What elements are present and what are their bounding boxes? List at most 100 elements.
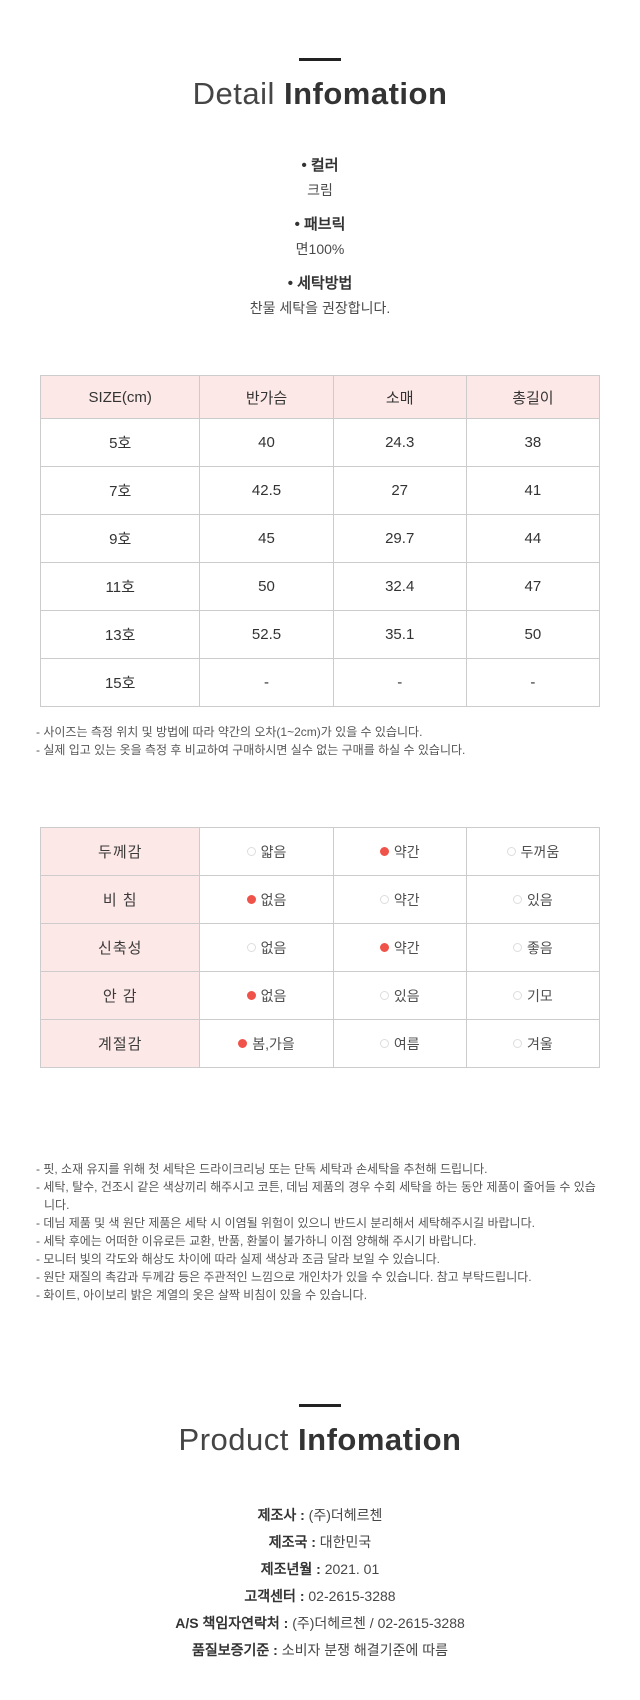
property-option-cell: 기모 [465,971,601,1020]
size-cell: 47 [465,562,601,611]
table-row: 두께감 얇음 약간 두꺼움 [39,827,601,876]
property-option-cell: 약간 [332,923,467,972]
table-row: 15호 - - - [39,658,601,707]
property-option-cell: 얇음 [199,827,334,876]
radio-dot-icon [513,943,522,952]
size-name: 11호 [39,562,201,611]
size-cell: 50 [199,562,334,611]
property-option-cell: 있음 [332,971,467,1020]
divider [299,1404,341,1407]
info-value: 대한민국 [319,1534,372,1550]
info-value: 2021. 01 [324,1561,380,1577]
info-value: 소비자 분쟁 해결기준에 따름 [281,1642,448,1658]
size-name: 9호 [39,514,201,563]
option-label: 봄,가을 [252,1035,295,1052]
size-cell: - [332,658,467,707]
product-info-row: 고객센터 : 02-2615-3288 [0,1583,640,1610]
size-cell: 27 [332,466,467,515]
care-notes: - 핏, 소재 유지를 위해 첫 세탁은 드라이크리닝 또는 단독 세탁과 손세… [36,1160,604,1304]
spec-label: • 세탁방법 [287,275,353,292]
info-label: 제조사 [257,1507,297,1523]
info-label: 제조년월 [260,1561,313,1577]
radio-dot-icon [246,943,256,952]
product-info-row: 제조년월 : 2021. 01 [0,1556,640,1583]
spec-value: 면100% [295,241,345,257]
property-option-cell: 있음 [465,875,601,924]
option: 겨울 [468,1034,598,1054]
option: 봄,가을 [201,1034,331,1054]
size-table-header: 총길이 [465,375,601,419]
property-option-cell: 없음 [199,923,334,972]
table-row: 신축성 없음 약간 좋음 [39,923,601,972]
size-cell: 38 [465,418,601,467]
size-notes: - 사이즈는 측정 위치 및 방법에 따라 약간의 오차(1~2cm)가 있을 … [36,723,604,759]
info-label: 고객센터 [244,1588,296,1604]
product-detail-page: Detail Infomation • 컬러 크림 • 패브릭 면100% • … [0,58,640,1664]
radio-dot-icon [246,895,256,904]
size-cell: 44 [465,514,601,563]
option: 기모 [468,986,598,1006]
option-label: 여름 [393,1035,420,1052]
size-cell: 24.3 [332,418,467,467]
product-info-row: 제조국 : 대한민국 [0,1529,640,1556]
info-label: A/S 책임자연락처 [175,1615,280,1631]
care-note: - 세탁 후에는 어떠한 이유로든 교환, 반품, 환불이 불가하니 이점 양해… [36,1234,477,1248]
property-option-cell: 두꺼움 [465,827,601,876]
radio-dot-icon [506,847,516,856]
spec-label: • 컬러 [301,157,339,174]
info-label: 품질보증기준 [192,1642,270,1658]
option: 두꺼움 [468,842,598,862]
size-cell: - [199,658,334,707]
option: 없음 [201,938,331,958]
spec-color: • 컬러 크림 [0,156,640,200]
info-separator: : [279,1615,293,1631]
product-info-row: 품질보증기준 : 소비자 분쟁 해결기준에 따름 [0,1637,640,1664]
size-cell: 29.7 [332,514,467,563]
size-cell: 41 [465,466,601,515]
option: 약간 [335,890,465,910]
radio-dot-icon [379,1039,389,1048]
option-label: 약간 [393,939,420,956]
info-separator: : [312,1561,325,1577]
size-name: 7호 [39,466,201,515]
size-cell: 50 [465,610,601,659]
info-separator: : [295,1588,309,1604]
property-option-cell: 없음 [199,971,334,1020]
info-separator: : [296,1507,309,1523]
property-option-cell: 약간 [332,827,467,876]
option-label: 없음 [260,891,287,908]
product-info-row: 제조사 : (주)더헤르첸 [0,1502,640,1529]
option-label: 약간 [393,843,420,860]
spec-value: 크림 [307,182,333,198]
property-label: 두께감 [39,827,201,876]
radio-dot-icon [513,895,522,904]
title-light: Detail [192,76,275,111]
info-value: (주)더헤르첸 [308,1507,383,1523]
size-name: 15호 [39,658,201,707]
option: 없음 [201,890,331,910]
radio-dot-icon [246,991,256,1000]
care-note: - 데님 제품 및 색 원단 제품은 세탁 시 이염될 위험이 있으니 반드시 … [36,1216,535,1230]
option: 여름 [335,1034,465,1054]
table-row: 안 감 없음 있음 기모 [39,971,601,1020]
size-cell: 42.5 [199,466,334,515]
product-section-title: Product Infomation [0,1422,640,1458]
radio-dot-icon [379,847,389,856]
title-bold: Infomation [283,76,448,111]
care-note: - 핏, 소재 유지를 위해 첫 세탁은 드라이크리닝 또는 단독 세탁과 손세… [36,1162,488,1176]
property-label: 안 감 [39,971,201,1020]
table-row: 5호 40 24.3 38 [39,418,601,467]
radio-dot-icon [246,847,256,856]
property-option-cell: 약간 [332,875,467,924]
size-cell: 45 [199,514,334,563]
size-table-header: 반가슴 [199,375,334,419]
radio-dot-icon [379,895,389,904]
info-separator: : [269,1642,282,1658]
option-label: 얇음 [260,843,287,860]
info-value: 02-2615-3288 [308,1588,396,1604]
radio-dot-icon [513,1039,522,1048]
table-row: 비 침 없음 약간 있음 [39,875,601,924]
info-value: (주)더헤르첸 / 02-2615-3288 [292,1615,465,1631]
size-note: - 실제 입고 있는 옷을 측정 후 비교하여 구매하시면 실수 없는 구매를 … [36,743,466,757]
option: 약간 [335,938,465,958]
